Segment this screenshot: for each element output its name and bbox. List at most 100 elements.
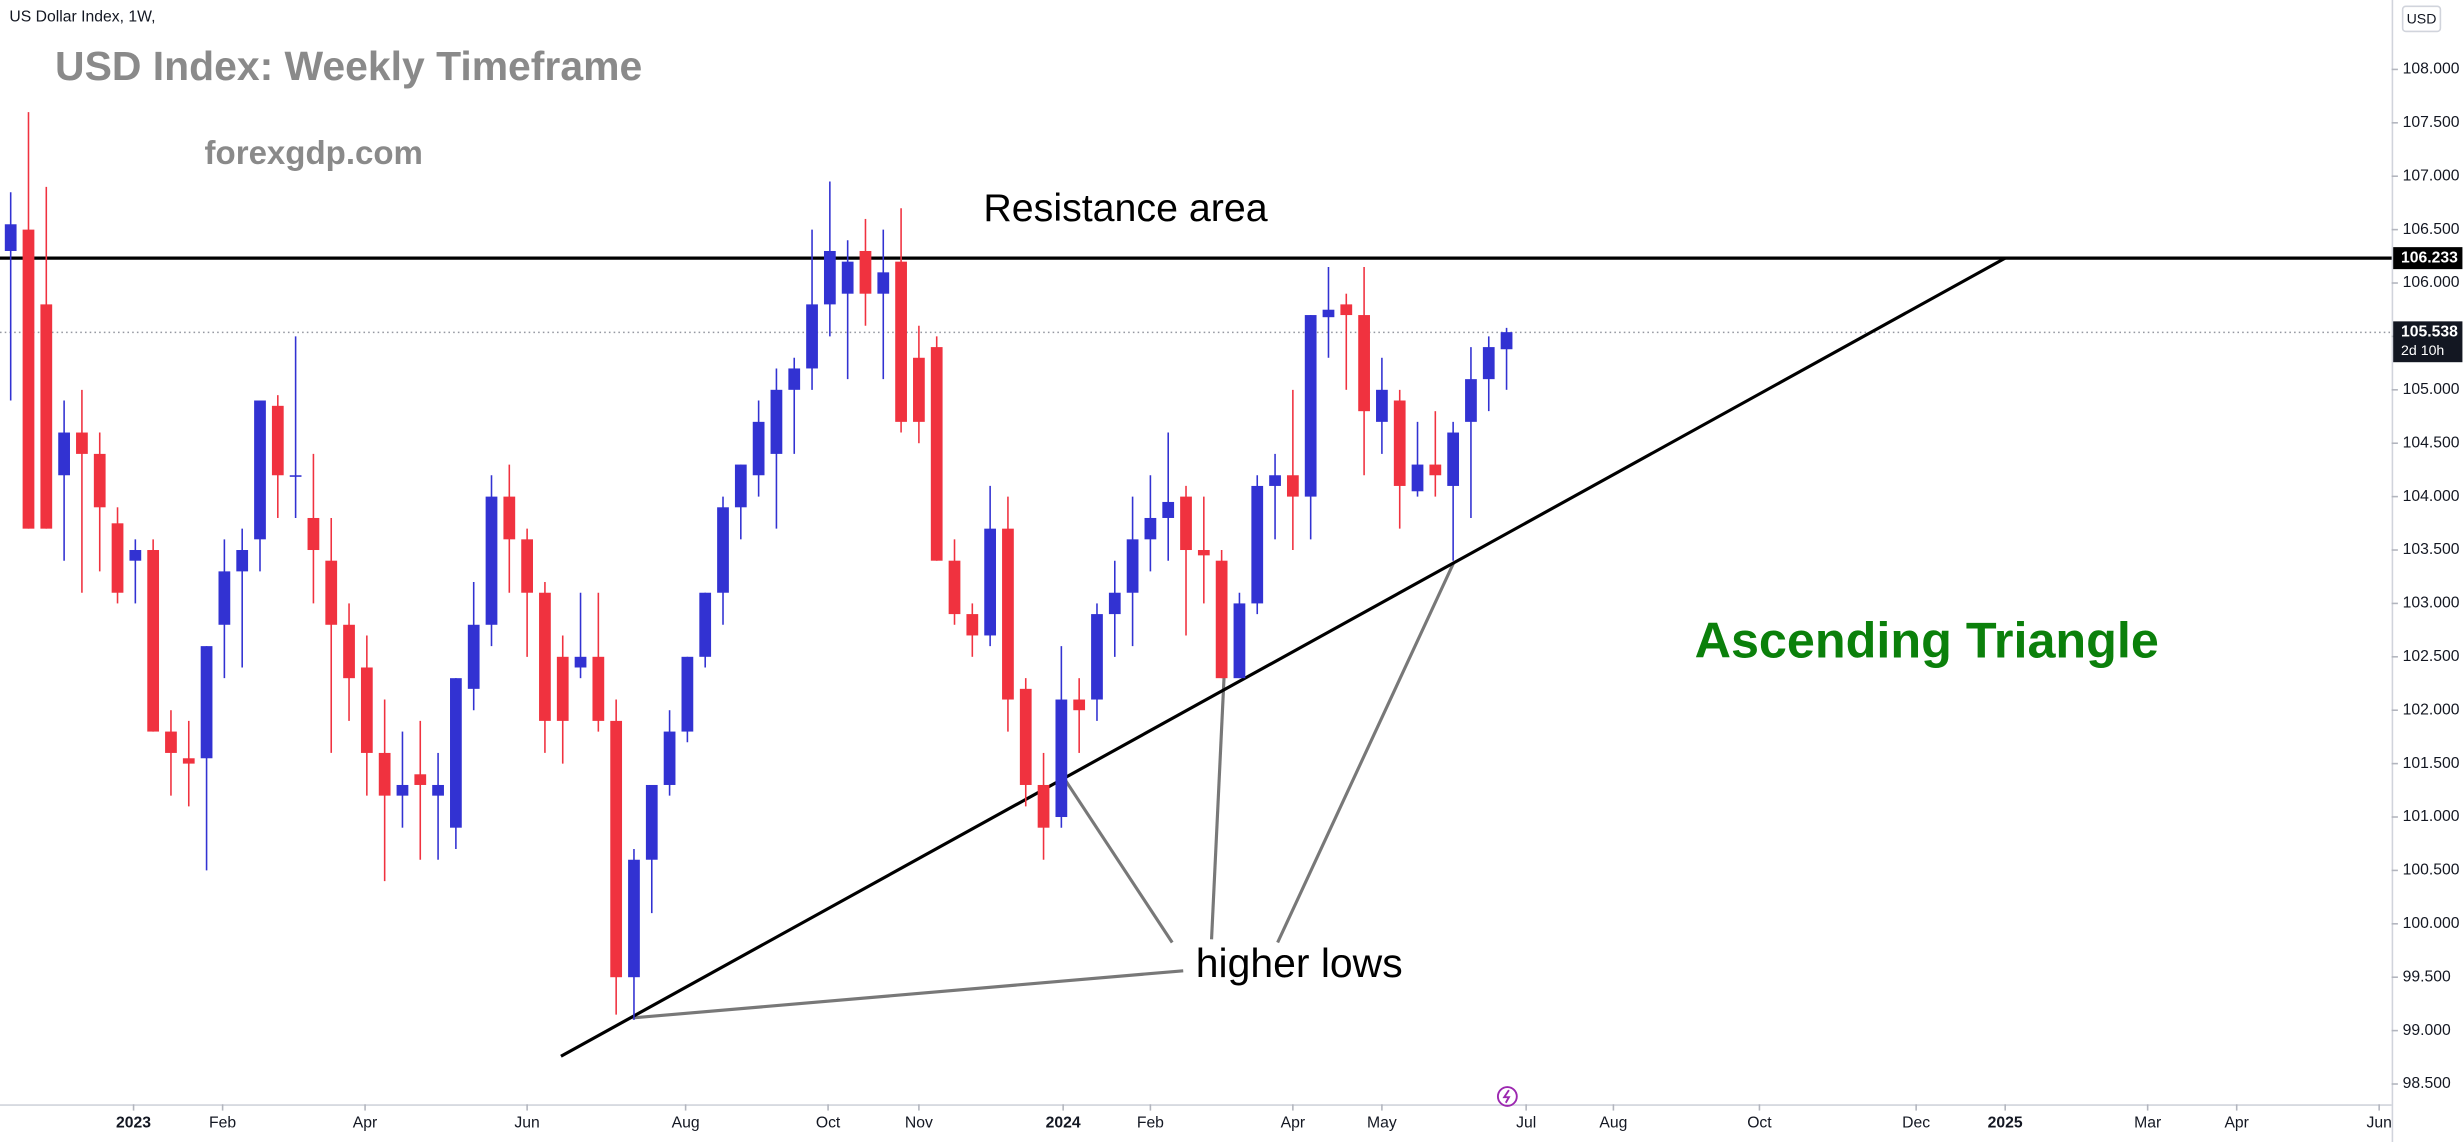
candle-body xyxy=(271,405,284,476)
x-tick-label: Dec xyxy=(1902,1114,1930,1131)
y-tick-label: 104.000 xyxy=(2403,488,2460,505)
candle-body xyxy=(165,731,177,753)
y-tick-label: 103.000 xyxy=(2403,595,2460,612)
x-tick-label: Feb xyxy=(209,1114,236,1131)
candle-body xyxy=(1340,304,1353,316)
y-tick-label: 99.500 xyxy=(2403,968,2451,985)
candle-body xyxy=(485,496,498,625)
candles xyxy=(4,112,1513,1020)
candle-body xyxy=(877,272,890,294)
candle-body xyxy=(823,250,836,305)
candle-body xyxy=(1162,501,1175,518)
candle-body xyxy=(966,614,979,636)
x-tick-label: Aug xyxy=(672,1114,700,1131)
candle-body xyxy=(1393,400,1406,486)
candle-body xyxy=(948,560,961,615)
events-icon[interactable] xyxy=(1496,1086,1518,1107)
candle-body xyxy=(182,758,195,764)
x-tick-label: Jun xyxy=(514,1114,539,1131)
candle-body xyxy=(76,432,88,454)
candle-body xyxy=(895,261,907,422)
candle-body xyxy=(521,539,533,593)
last-price-tag xyxy=(2393,321,2463,363)
candle-body xyxy=(663,731,676,785)
symbol-label: US Dollar Index, 1W, xyxy=(9,8,155,25)
last-price-label: 105.538 xyxy=(2401,324,2458,341)
candle-body xyxy=(1500,332,1513,350)
resistance-tag xyxy=(2393,247,2463,270)
x-tick-label: Jul xyxy=(1516,1114,1536,1131)
candle-body xyxy=(450,678,462,828)
resistance-tag-label: 106.233 xyxy=(2401,249,2458,266)
candle-body xyxy=(1197,550,1210,556)
candle-body xyxy=(1126,539,1139,593)
x-tick-label: Jun xyxy=(2366,1114,2391,1131)
candle-body xyxy=(1233,603,1246,679)
y-tick-label: 108.000 xyxy=(2403,61,2460,78)
candle-body xyxy=(699,592,712,657)
y-tick-label: 101.000 xyxy=(2403,808,2460,825)
candle-body xyxy=(752,421,765,476)
candle-body xyxy=(1037,784,1050,828)
y-tick-label: 102.500 xyxy=(2403,648,2460,665)
x-tick-label: Apr xyxy=(2224,1114,2248,1131)
candle-body xyxy=(1482,347,1495,380)
candle-body xyxy=(1091,614,1103,700)
x-tick-label: Mar xyxy=(2134,1114,2161,1131)
candle-body xyxy=(592,656,605,721)
candle-body xyxy=(343,624,355,679)
candle-body xyxy=(1180,496,1192,551)
candle-body xyxy=(913,357,925,422)
x-tick-label: Oct xyxy=(1747,1114,1772,1131)
x-tick-label: May xyxy=(1367,1114,1397,1131)
candle-body xyxy=(1411,464,1424,492)
candle-body xyxy=(930,347,943,561)
candle-body xyxy=(1447,432,1460,486)
pointer-line xyxy=(632,969,1184,1020)
candle-body xyxy=(1144,517,1157,540)
candle-body xyxy=(503,496,516,540)
candle-body xyxy=(1215,560,1228,679)
x-tick-label: Apr xyxy=(1281,1114,1305,1131)
y-tick-label: 100.500 xyxy=(2403,862,2460,879)
candle-body xyxy=(1269,475,1281,486)
y-tick-label: 100.000 xyxy=(2403,915,2460,932)
candle-body xyxy=(467,624,480,689)
candle-body xyxy=(414,774,427,785)
pointer-line xyxy=(1062,776,1174,944)
candle-body xyxy=(539,592,551,721)
candle-body xyxy=(681,656,694,732)
candle-body xyxy=(236,550,249,572)
candle-body xyxy=(1073,699,1086,711)
x-tick-label: 2024 xyxy=(1046,1114,1081,1131)
candle-body xyxy=(4,224,17,251)
y-tick-label: 105.000 xyxy=(2403,381,2460,398)
candle-body xyxy=(806,304,818,369)
candle-body xyxy=(432,784,444,796)
candle-body xyxy=(984,528,997,636)
candle-body xyxy=(1465,379,1477,422)
candle-body xyxy=(717,507,729,593)
x-tick-label: 2025 xyxy=(1988,1114,2023,1131)
candle-body xyxy=(1376,389,1388,422)
candle-body xyxy=(1019,688,1032,785)
events-icon-bolt xyxy=(1502,1089,1511,1104)
candle-body xyxy=(307,517,320,551)
candle-body xyxy=(1251,485,1264,604)
candle-body xyxy=(396,784,409,796)
y-tick-label: 106.000 xyxy=(2403,274,2460,291)
currency-label: USD xyxy=(2407,10,2437,26)
currency-box[interactable] xyxy=(2401,5,2442,33)
y-tick-label: 107.500 xyxy=(2403,114,2460,131)
candle-body xyxy=(556,656,569,721)
candle-body xyxy=(1358,315,1370,412)
candle-body xyxy=(1002,528,1014,700)
chart-subtitle: forexgdp.com xyxy=(205,134,423,171)
candle-body xyxy=(770,389,783,454)
candle-body xyxy=(734,464,747,508)
pattern-annotation: Ascending Triangle xyxy=(1695,611,2159,668)
x-tick-label: Aug xyxy=(1599,1114,1627,1131)
y-tick-label: 101.500 xyxy=(2403,755,2460,772)
candle-body xyxy=(1304,315,1317,497)
